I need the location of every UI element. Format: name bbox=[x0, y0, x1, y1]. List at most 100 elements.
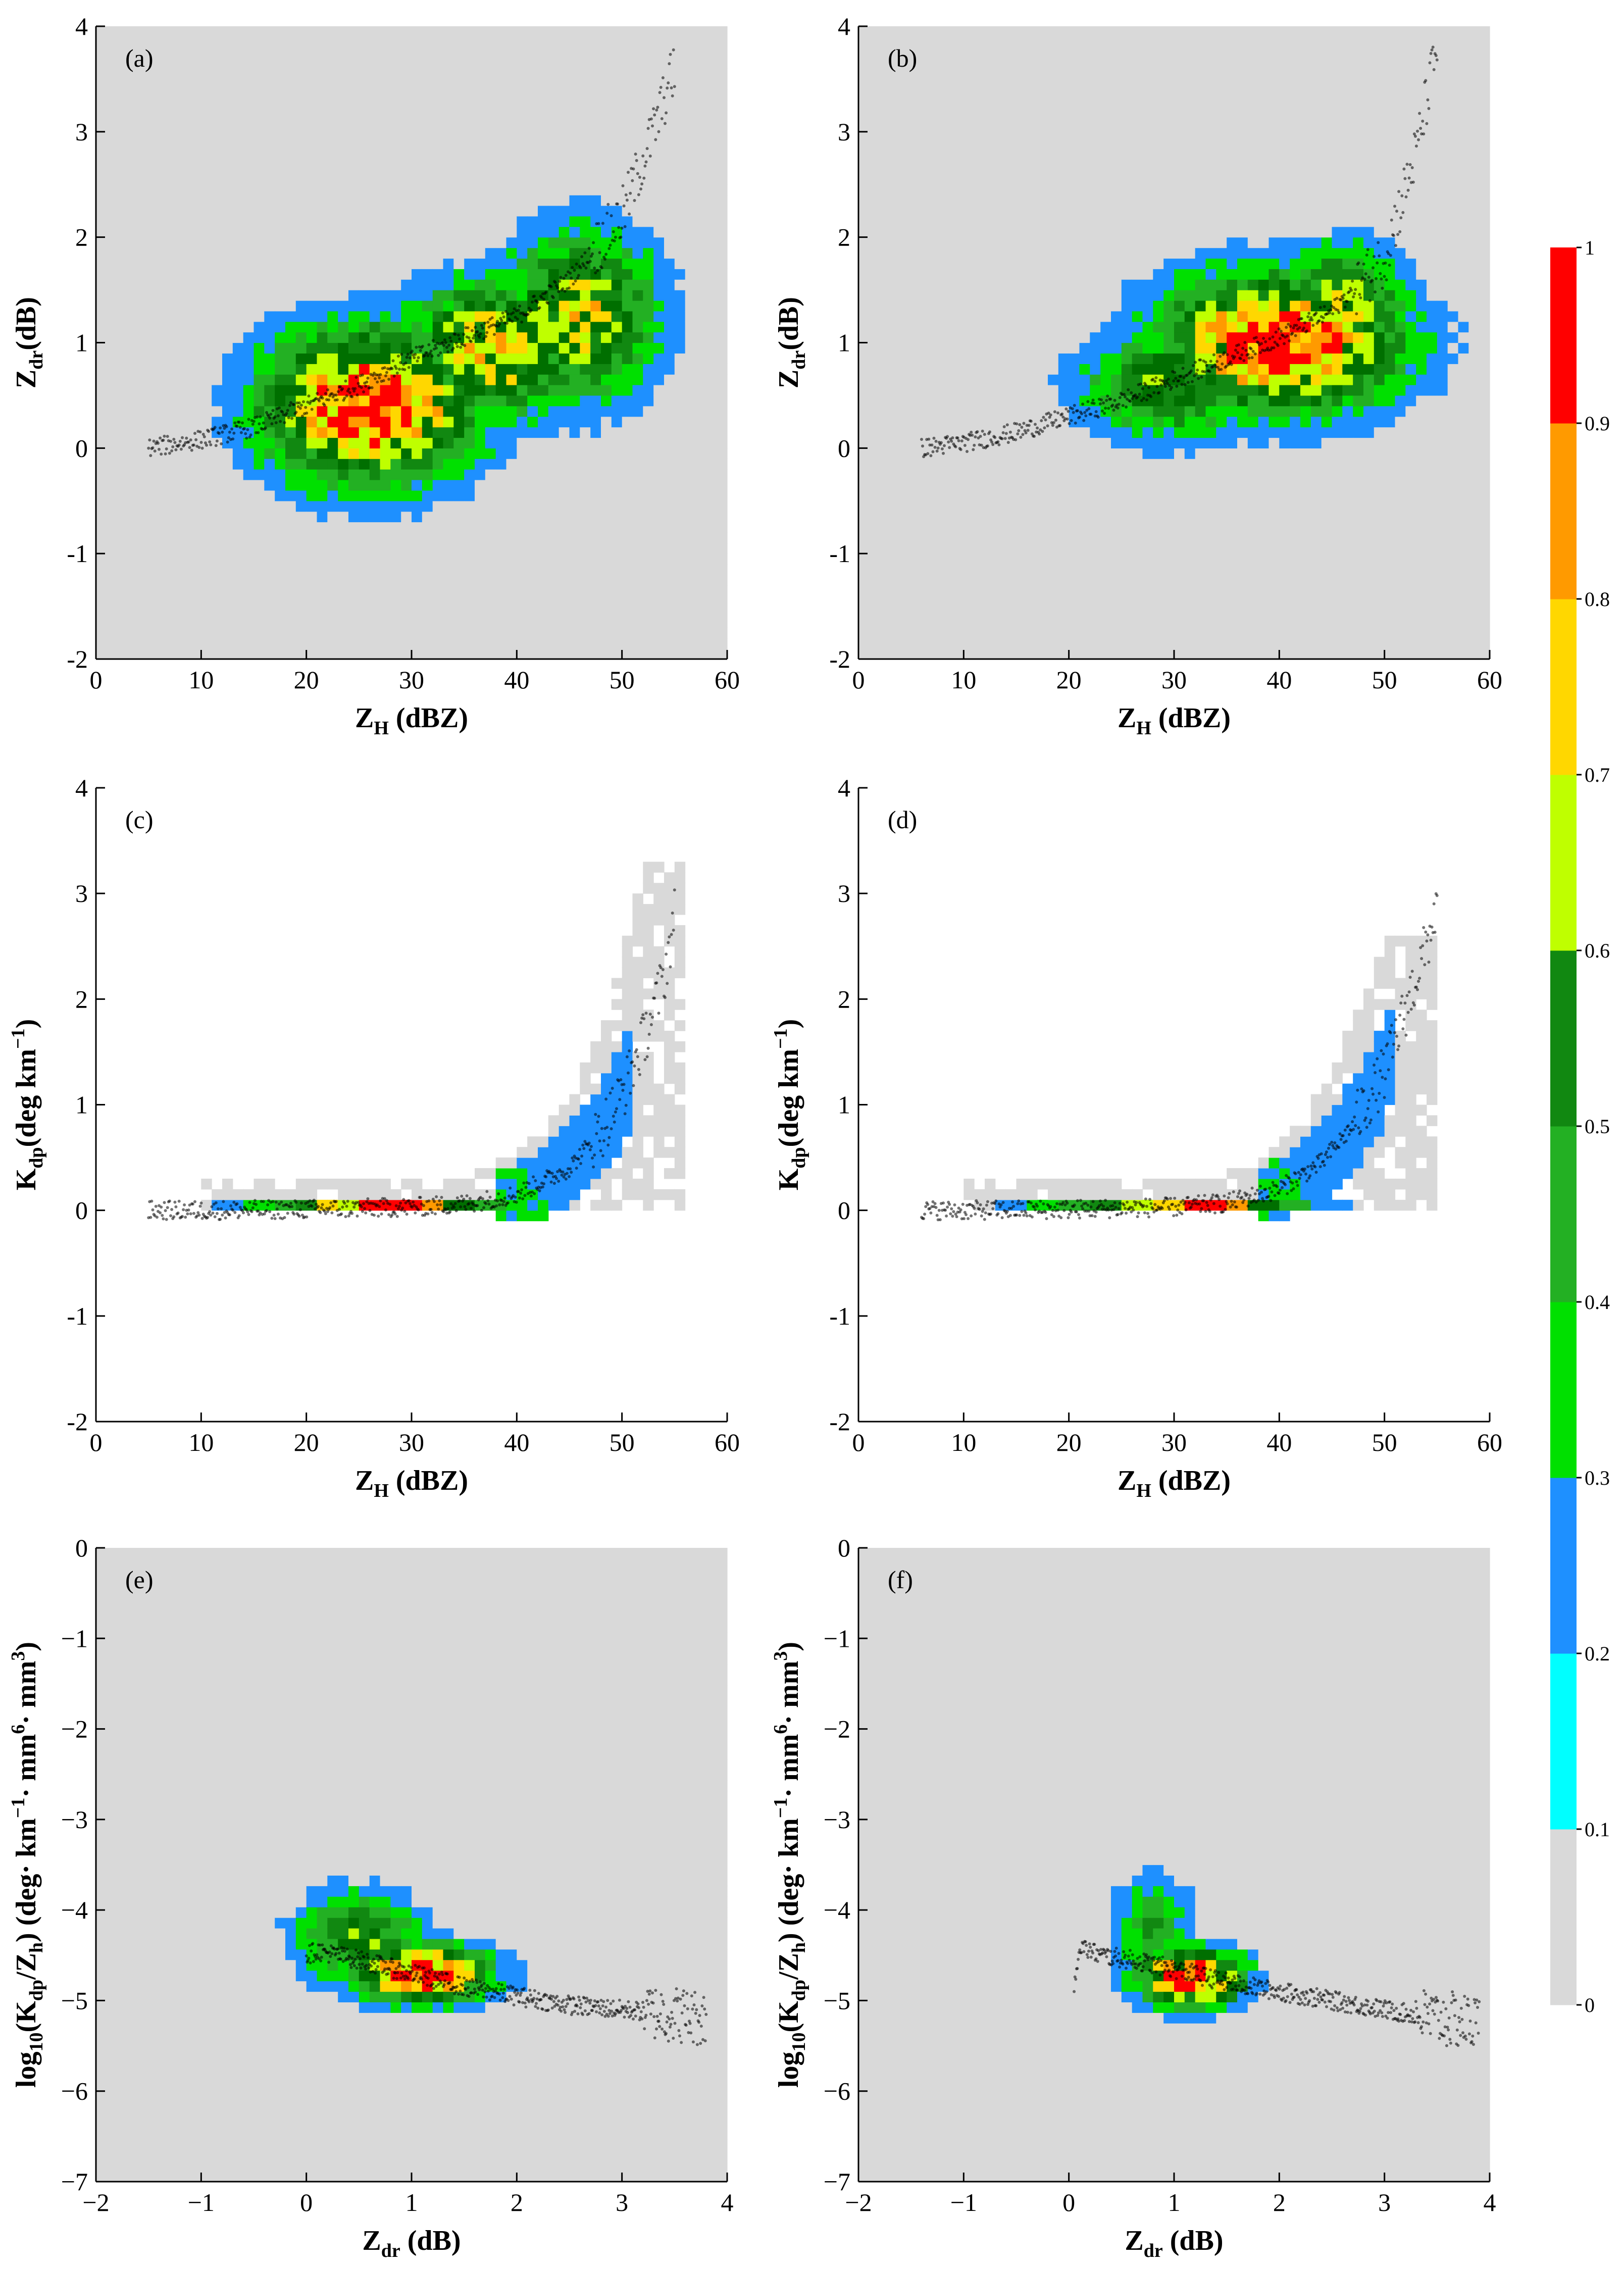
density-cell bbox=[369, 469, 381, 480]
density-cell bbox=[127, 437, 138, 448]
density-cell bbox=[695, 490, 706, 501]
density-cell bbox=[506, 564, 517, 575]
density-cell bbox=[717, 638, 728, 649]
density-cell bbox=[327, 321, 338, 333]
density-cell bbox=[369, 606, 381, 618]
density-cell bbox=[548, 416, 560, 428]
fit-point bbox=[660, 117, 664, 120]
density-cell bbox=[517, 553, 528, 565]
density-cell bbox=[401, 395, 412, 407]
density-cell bbox=[890, 195, 901, 206]
density-cell bbox=[706, 353, 717, 364]
density-cell bbox=[517, 195, 528, 206]
density-cell bbox=[685, 406, 696, 417]
fit-point bbox=[658, 91, 662, 94]
density-cell bbox=[169, 353, 181, 364]
density-cell bbox=[169, 606, 181, 618]
density-cell bbox=[138, 416, 149, 428]
density-cell bbox=[995, 353, 1006, 364]
density-cell bbox=[243, 332, 255, 343]
density-cell bbox=[348, 627, 360, 638]
density-cell bbox=[538, 311, 549, 322]
density-cell bbox=[685, 353, 696, 364]
density-cell bbox=[148, 374, 160, 385]
density-cell bbox=[432, 606, 444, 618]
density-cell bbox=[879, 522, 891, 533]
fit-point bbox=[573, 269, 576, 272]
fit-point bbox=[215, 439, 219, 443]
density-cell bbox=[243, 36, 255, 48]
density-cell bbox=[275, 574, 286, 586]
density-cell bbox=[674, 311, 686, 322]
density-cell bbox=[327, 585, 338, 596]
density-cell bbox=[548, 131, 560, 143]
density-cell bbox=[475, 353, 486, 364]
density-cell bbox=[453, 163, 465, 174]
density-cell bbox=[963, 543, 975, 554]
density-cell bbox=[911, 121, 922, 132]
density-cell bbox=[974, 617, 985, 628]
density-cell bbox=[390, 437, 401, 448]
density-cell bbox=[932, 36, 943, 48]
density-cell bbox=[643, 543, 654, 554]
density-cell bbox=[538, 26, 549, 37]
density-cell bbox=[695, 395, 706, 407]
density-cell bbox=[232, 111, 244, 122]
density-cell bbox=[664, 311, 675, 322]
density-cell bbox=[212, 111, 223, 122]
density-cell bbox=[432, 216, 444, 227]
density-cell bbox=[275, 595, 286, 607]
density-cell bbox=[169, 311, 181, 322]
density-cell bbox=[653, 321, 665, 333]
density-cell bbox=[222, 269, 233, 280]
fit-point bbox=[357, 382, 360, 385]
fit-point bbox=[404, 361, 408, 365]
density-cell bbox=[879, 36, 891, 48]
density-cell bbox=[517, 36, 528, 48]
density-cell bbox=[401, 374, 412, 385]
density-cell bbox=[243, 627, 255, 638]
density-cell bbox=[169, 364, 181, 375]
density-cell bbox=[212, 153, 223, 164]
density-cell bbox=[412, 290, 423, 301]
density-cell bbox=[900, 111, 911, 122]
density-cell bbox=[285, 353, 296, 364]
fit-point bbox=[413, 356, 416, 360]
density-cell bbox=[390, 100, 401, 111]
density-cell bbox=[632, 595, 643, 607]
density-cell bbox=[559, 79, 570, 90]
density-cell bbox=[201, 226, 212, 238]
density-cell bbox=[190, 279, 201, 290]
density-cell bbox=[285, 553, 296, 565]
density-cell bbox=[538, 342, 549, 354]
density-cell bbox=[580, 416, 591, 428]
density-cell bbox=[317, 68, 328, 79]
density-cell bbox=[117, 111, 128, 122]
density-cell bbox=[190, 638, 201, 649]
density-cell bbox=[706, 311, 717, 322]
density-cell bbox=[527, 543, 538, 554]
density-cell bbox=[622, 543, 633, 554]
density-cell bbox=[338, 247, 349, 259]
density-cell bbox=[985, 195, 996, 206]
density-cell bbox=[890, 216, 901, 227]
density-cell bbox=[974, 36, 985, 48]
density-cell bbox=[443, 490, 454, 501]
density-cell bbox=[212, 121, 223, 132]
density-cell bbox=[1005, 553, 1017, 565]
density-cell bbox=[569, 332, 580, 343]
fit-point bbox=[392, 374, 396, 378]
density-cell bbox=[538, 364, 549, 375]
density-cell bbox=[858, 332, 870, 343]
density-cell bbox=[717, 353, 728, 364]
density-cell bbox=[295, 480, 307, 491]
density-cell bbox=[717, 437, 728, 448]
density-cell bbox=[169, 131, 181, 143]
density-cell bbox=[412, 395, 423, 407]
density-cell bbox=[148, 26, 160, 37]
density-cell bbox=[359, 247, 370, 259]
density-cell bbox=[338, 553, 349, 565]
density-cell bbox=[601, 269, 612, 280]
density-cell bbox=[201, 321, 212, 333]
density-cell bbox=[253, 342, 265, 354]
